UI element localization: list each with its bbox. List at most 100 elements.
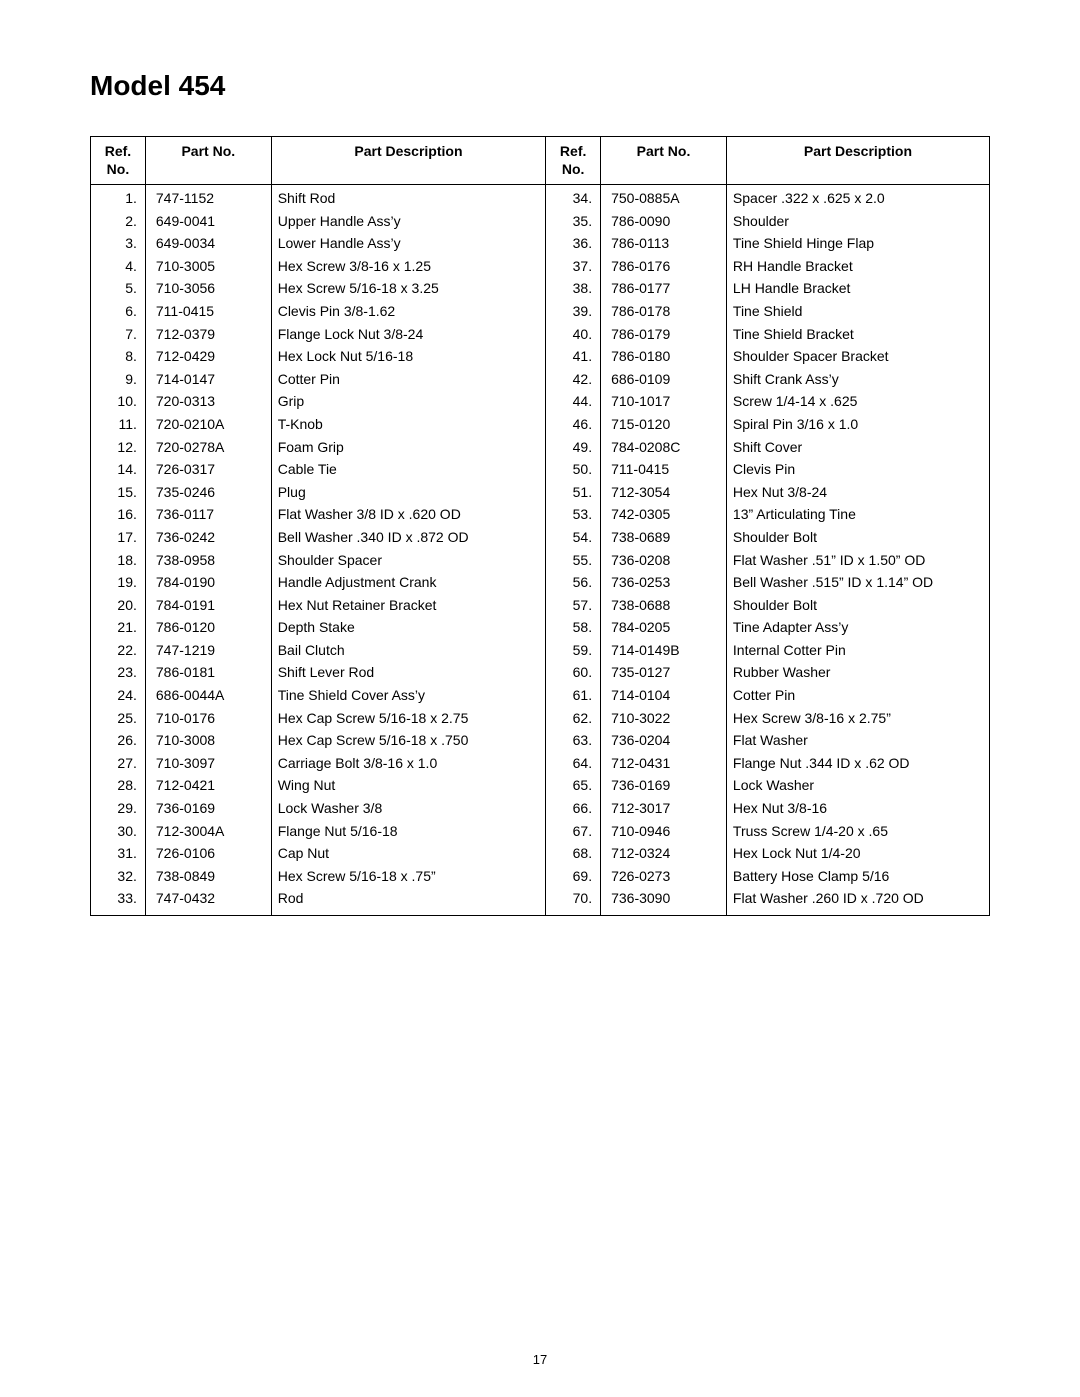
ref-no-cell: 7. <box>91 323 146 346</box>
table-row: 20.784-0191Hex Nut Retainer Bracket57.73… <box>91 594 990 617</box>
ref-no-cell: 40. <box>546 323 601 346</box>
part-desc-cell: Carriage Bolt 3/8-16 x 1.0 <box>271 752 546 775</box>
part-desc-cell: Hex Screw 5/16-18 x .75” <box>271 865 546 888</box>
part-no-cell: 714-0147 <box>145 368 271 391</box>
part-desc-cell: Spacer .322 x .625 x 2.0 <box>726 185 989 211</box>
ref-no-cell: 44. <box>546 391 601 414</box>
ref-no-cell: 58. <box>546 617 601 640</box>
header-part-desc-right: Part Description <box>726 137 989 185</box>
part-desc-cell: Depth Stake <box>271 617 546 640</box>
ref-no-cell: 27. <box>91 752 146 775</box>
ref-no-cell: 49. <box>546 436 601 459</box>
part-no-cell: 786-0120 <box>145 617 271 640</box>
part-no-cell: 710-0946 <box>601 820 727 843</box>
ref-no-cell: 29. <box>91 798 146 821</box>
part-desc-cell: Spiral Pin 3/16 x 1.0 <box>726 413 989 436</box>
part-desc-cell: Cable Tie <box>271 459 546 482</box>
table-header-row: Ref.No. Part No. Part Description Ref.No… <box>91 137 990 185</box>
part-no-cell: 712-3017 <box>601 798 727 821</box>
part-no-cell: 714-0104 <box>601 685 727 708</box>
part-desc-cell: Rod <box>271 888 546 916</box>
ref-no-cell: 19. <box>91 572 146 595</box>
part-no-cell: 738-0958 <box>145 549 271 572</box>
part-desc-cell: Tine Shield Cover Ass’y <box>271 685 546 708</box>
table-row: 15.735-0246Plug51.712-3054Hex Nut 3/8-24 <box>91 481 990 504</box>
part-no-cell: 726-0317 <box>145 459 271 482</box>
table-row: 1.747-1152Shift Rod34.750-0885ASpacer .3… <box>91 185 990 211</box>
table-row: 31.726-0106Cap Nut68.712-0324Hex Lock Nu… <box>91 843 990 866</box>
part-desc-cell: Plug <box>271 481 546 504</box>
header-part-desc-left: Part Description <box>271 137 546 185</box>
page-title: Model 454 <box>90 70 990 102</box>
table-row: 8.712-0429Hex Lock Nut 5/16-1841.786-018… <box>91 346 990 369</box>
part-no-cell: 715-0120 <box>601 413 727 436</box>
part-desc-cell: Hex Screw 3/8-16 x 2.75” <box>726 707 989 730</box>
ref-no-cell: 8. <box>91 346 146 369</box>
table-row: 32.738-0849Hex Screw 5/16-18 x .75”69.72… <box>91 865 990 888</box>
part-desc-cell: Flat Washer .260 ID x .720 OD <box>726 888 989 916</box>
part-no-cell: 712-3004A <box>145 820 271 843</box>
part-no-cell: 686-0109 <box>601 368 727 391</box>
table-row: 7.712-0379Flange Lock Nut 3/8-2440.786-0… <box>91 323 990 346</box>
part-desc-cell: Flange Nut 5/16-18 <box>271 820 546 843</box>
table-row: 12.720-0278AFoam Grip49.784-0208CShift C… <box>91 436 990 459</box>
part-desc-cell: Shoulder <box>726 210 989 233</box>
table-row: 24.686-0044ATine Shield Cover Ass’y61.71… <box>91 685 990 708</box>
ref-no-cell: 22. <box>91 639 146 662</box>
part-no-cell: 750-0885A <box>601 185 727 211</box>
part-no-cell: 786-0178 <box>601 300 727 323</box>
ref-no-cell: 46. <box>546 413 601 436</box>
part-desc-cell: Shoulder Spacer Bracket <box>726 346 989 369</box>
part-no-cell: 786-0113 <box>601 233 727 256</box>
part-desc-cell: Shoulder Spacer <box>271 549 546 572</box>
part-desc-cell: Hex Cap Screw 5/16-18 x .750 <box>271 730 546 753</box>
part-desc-cell: Bail Clutch <box>271 639 546 662</box>
ref-no-cell: 6. <box>91 300 146 323</box>
ref-no-cell: 4. <box>91 255 146 278</box>
part-no-cell: 649-0041 <box>145 210 271 233</box>
header-part-no-left: Part No. <box>145 137 271 185</box>
page-number: 17 <box>0 1352 1080 1367</box>
part-no-cell: 720-0313 <box>145 391 271 414</box>
header-ref-no-right: Ref.No. <box>546 137 601 185</box>
part-desc-cell: LH Handle Bracket <box>726 278 989 301</box>
part-no-cell: 649-0034 <box>145 233 271 256</box>
part-no-cell: 747-0432 <box>145 888 271 916</box>
part-desc-cell: Hex Cap Screw 5/16-18 x 2.75 <box>271 707 546 730</box>
part-no-cell: 784-0190 <box>145 572 271 595</box>
part-no-cell: 710-3022 <box>601 707 727 730</box>
ref-no-cell: 31. <box>91 843 146 866</box>
part-no-cell: 712-0421 <box>145 775 271 798</box>
part-desc-cell: Shift Lever Rod <box>271 662 546 685</box>
ref-no-cell: 25. <box>91 707 146 730</box>
ref-no-cell: 69. <box>546 865 601 888</box>
part-desc-cell: Flat Washer 3/8 ID x .620 OD <box>271 504 546 527</box>
page: Model 454 Ref.No. Part No. Part Descript… <box>0 0 1080 1397</box>
table-row: 17.736-0242Bell Washer .340 ID x .872 OD… <box>91 526 990 549</box>
part-no-cell: 686-0044A <box>145 685 271 708</box>
part-desc-cell: Wing Nut <box>271 775 546 798</box>
part-no-cell: 712-0379 <box>145 323 271 346</box>
part-desc-cell: Hex Lock Nut 1/4-20 <box>726 843 989 866</box>
part-desc-cell: Screw 1/4-14 x .625 <box>726 391 989 414</box>
part-desc-cell: Flat Washer <box>726 730 989 753</box>
part-no-cell: 786-0176 <box>601 255 727 278</box>
part-no-cell: 736-0253 <box>601 572 727 595</box>
part-no-cell: 747-1152 <box>145 185 271 211</box>
part-no-cell: 784-0191 <box>145 594 271 617</box>
table-row: 26.710-3008Hex Cap Screw 5/16-18 x .7506… <box>91 730 990 753</box>
part-desc-cell: Hex Screw 5/16-18 x 3.25 <box>271 278 546 301</box>
ref-no-cell: 36. <box>546 233 601 256</box>
part-no-cell: 747-1219 <box>145 639 271 662</box>
ref-no-cell: 2. <box>91 210 146 233</box>
part-no-cell: 712-3054 <box>601 481 727 504</box>
table-row: 18.738-0958Shoulder Spacer55.736-0208Fla… <box>91 549 990 572</box>
part-no-cell: 714-0149B <box>601 639 727 662</box>
part-desc-cell: Tine Shield Hinge Flap <box>726 233 989 256</box>
part-no-cell: 720-0210A <box>145 413 271 436</box>
part-no-cell: 712-0324 <box>601 843 727 866</box>
part-desc-cell: Handle Adjustment Crank <box>271 572 546 595</box>
ref-no-cell: 12. <box>91 436 146 459</box>
part-desc-cell: Foam Grip <box>271 436 546 459</box>
ref-no-cell: 59. <box>546 639 601 662</box>
